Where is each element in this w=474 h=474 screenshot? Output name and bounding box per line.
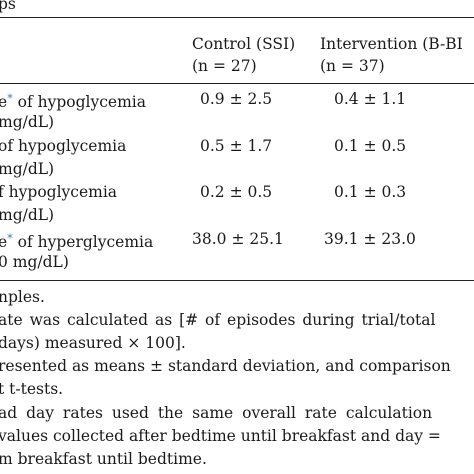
- row-label: e* of hypoglycemia: [0, 90, 146, 111]
- control-value: 0.5 ± 1.7: [200, 137, 273, 155]
- footnote-line: ate was calculated as [# of episodes dur…: [0, 311, 436, 329]
- intervention-header: Intervention (B-BI: [320, 35, 463, 53]
- row-label-line2: mg/dL): [0, 206, 55, 224]
- row-label-line2: 0 mg/dL): [0, 253, 69, 271]
- row-label-line2: mg/dL): [0, 113, 55, 131]
- intervention-n: (n = 37): [320, 57, 385, 75]
- row-label-part: f hypoglycemia: [0, 183, 118, 201]
- intervention-value: 39.1 ± 23.0: [324, 230, 416, 248]
- row-label-part: e: [0, 93, 8, 111]
- footnote-line: days) measured × 100].: [0, 334, 186, 352]
- row-label-part: e: [0, 233, 8, 251]
- footnote-line: resented as means ± standard deviation, …: [0, 357, 451, 375]
- footnote-line: nples.: [0, 288, 45, 306]
- asterisk-mark: *: [7, 232, 13, 245]
- row-label-part: of hypoglycemia: [0, 137, 127, 155]
- control-n: (n = 27): [192, 57, 257, 75]
- asterisk-mark: *: [7, 92, 13, 105]
- bottom-rule: [0, 280, 474, 281]
- control-header: Control (SSI): [192, 35, 296, 53]
- table-caption-fragment: ps: [0, 0, 16, 13]
- footnote-line: values collected after bedtime until bre…: [0, 427, 441, 445]
- row-label: e* of hyperglycemia: [0, 230, 153, 251]
- row-label-part: of hypoglycemia: [12, 93, 146, 111]
- intervention-value: 0.1 ± 0.3: [334, 183, 407, 201]
- row-label: of hypoglycemia: [0, 137, 126, 155]
- control-value: 0.2 ± 0.5: [200, 183, 273, 201]
- row-label-part: of hyperglycemia: [12, 233, 154, 251]
- footnote-line: m breakfast until bedtime.: [0, 450, 207, 468]
- row-label: f hypoglycemia: [0, 183, 117, 201]
- footnote-line: ad day rates used the same overall rate …: [0, 404, 433, 422]
- header-rule: [0, 83, 474, 84]
- row-label-line2: mg/dL): [0, 160, 55, 178]
- intervention-value: 0.4 ± 1.1: [334, 90, 407, 108]
- control-value: 0.9 ± 2.5: [200, 90, 273, 108]
- footnote-line: t t-tests.: [0, 380, 64, 398]
- intervention-value: 0.1 ± 0.5: [334, 137, 407, 155]
- control-value: 38.0 ± 25.1: [192, 230, 284, 248]
- top-rule: [0, 17, 474, 18]
